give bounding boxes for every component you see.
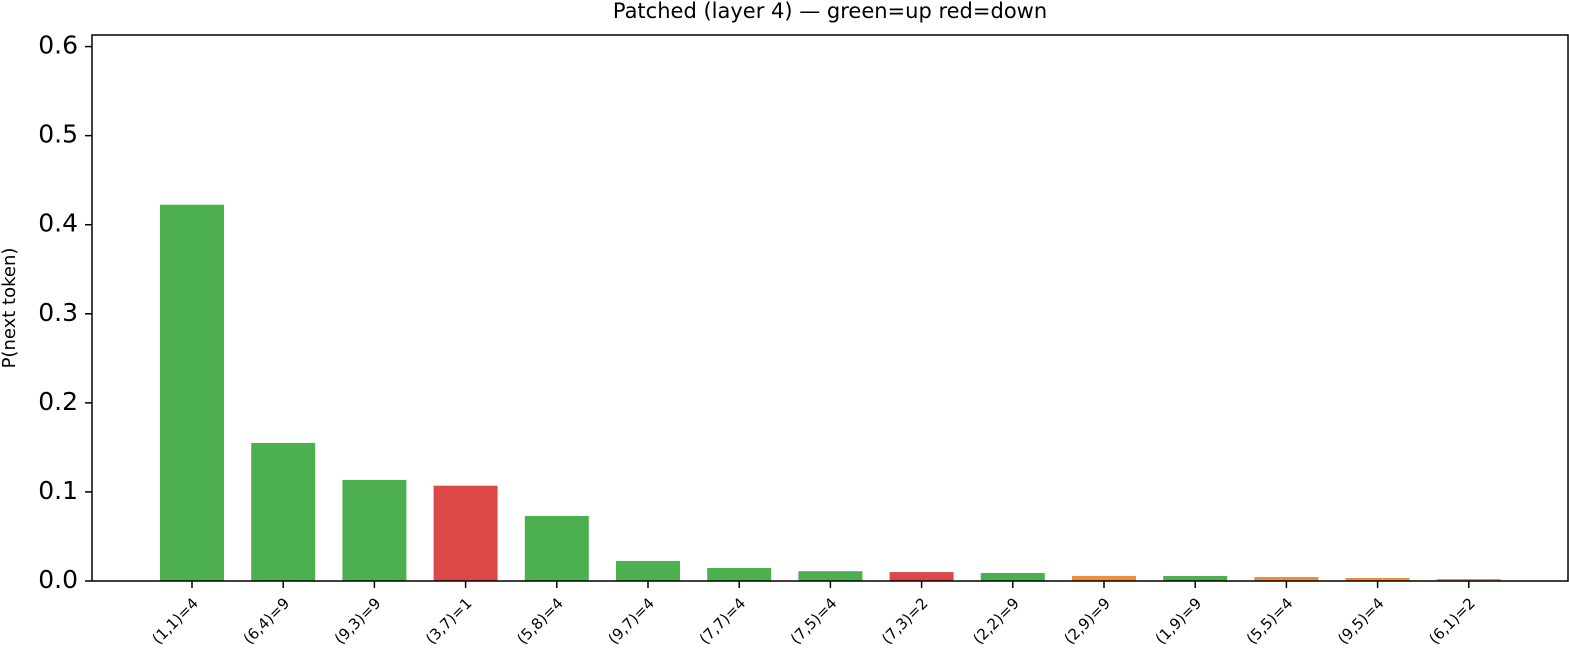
bar [798, 571, 863, 581]
x-tick-label: (6,4)=9 [240, 594, 294, 648]
x-tick-label: (5,5)=4 [1243, 594, 1297, 648]
x-tick-label: (7,3)=2 [878, 594, 932, 648]
bar [524, 515, 589, 581]
y-tick-label: 0.6 [38, 31, 78, 60]
y-tick-label: 0.1 [38, 476, 78, 505]
bar [980, 572, 1045, 581]
bar [1254, 576, 1319, 581]
x-tick-label: (2,2)=9 [969, 594, 1023, 648]
x-tick-label: (9,7)=4 [605, 594, 659, 648]
bar [1072, 576, 1136, 581]
x-tick-label: (2,9)=9 [1061, 594, 1115, 648]
bar [1345, 577, 1410, 581]
y-tick-label: 0.0 [38, 565, 78, 594]
y-tick-label: 0.5 [38, 120, 78, 149]
bar [342, 479, 407, 581]
bar [1163, 576, 1228, 581]
bar [889, 572, 954, 581]
bar [160, 204, 224, 581]
x-tick-label: (1,9)=9 [1152, 594, 1206, 648]
y-tick-label: 0.4 [38, 209, 78, 238]
x-tick-label: (7,7)=4 [696, 594, 750, 648]
x-tick-label: (7,5)=4 [787, 594, 841, 648]
chart-title: Patched (layer 4) — green=up red=down [613, 0, 1047, 23]
x-tick-label: (9,5)=4 [1334, 594, 1388, 648]
bar [433, 485, 498, 581]
bar [1436, 579, 1501, 581]
x-tick-label: (1,1)=4 [149, 594, 203, 648]
y-tick-label: 0.2 [38, 387, 78, 416]
y-axis-label: P(next token) [0, 248, 20, 369]
plot-frame [91, 34, 1569, 582]
y-tick-label: 0.3 [38, 298, 78, 327]
x-tick-label: (6,1)=2 [1425, 594, 1479, 648]
x-tick-label: (3,7)=1 [422, 594, 476, 648]
bar [616, 560, 680, 581]
x-tick-label: (9,3)=9 [331, 594, 385, 648]
bar [707, 567, 772, 581]
bar [251, 442, 316, 581]
x-tick-label: (5,8)=4 [513, 594, 567, 648]
